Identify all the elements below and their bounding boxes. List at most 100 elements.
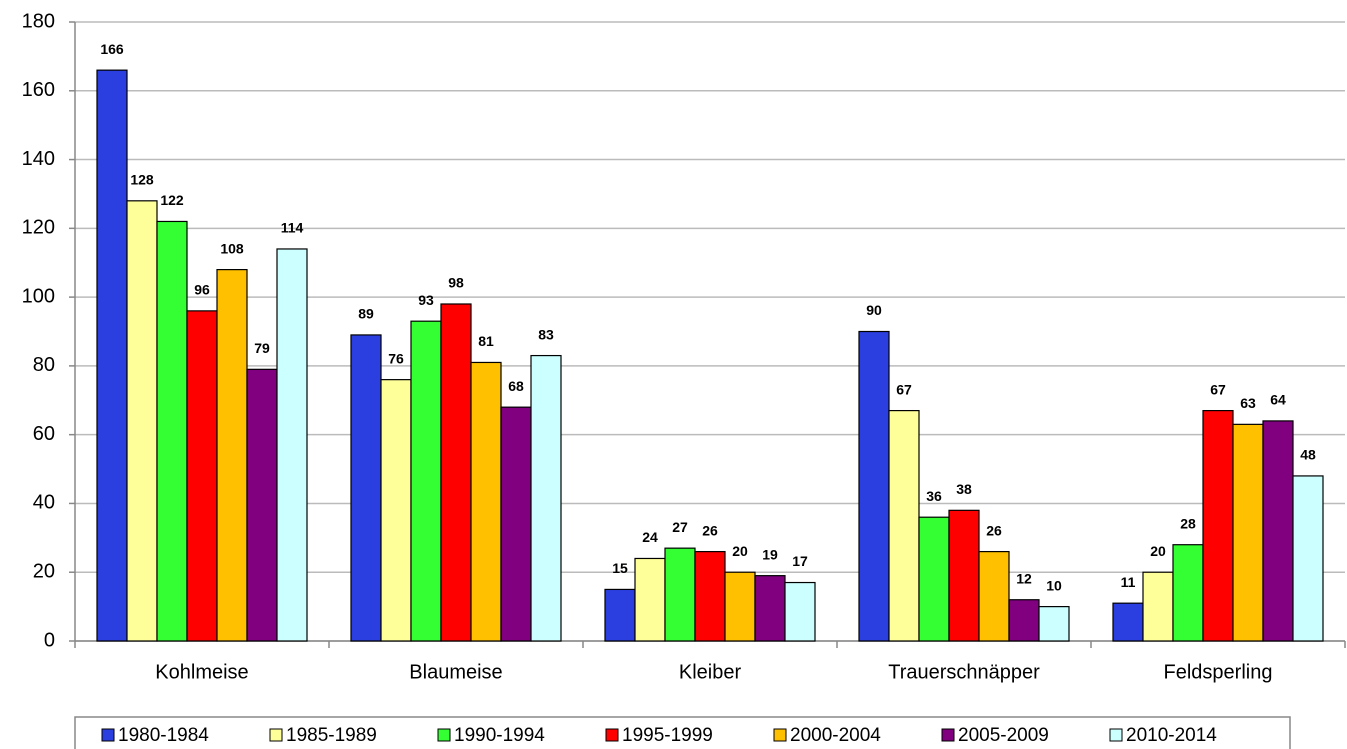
data-label: 20	[732, 543, 748, 559]
bar	[530, 354, 562, 642]
data-label: 79	[254, 340, 270, 356]
y-tick-label: 80	[33, 354, 55, 376]
bar	[350, 334, 382, 642]
bar	[126, 200, 158, 642]
legend-label: 2010-2014	[1126, 725, 1217, 746]
x-tick-label: Kohlmeise	[155, 661, 248, 683]
legend-swatch	[773, 728, 787, 742]
legend-label: 2005-2009	[958, 725, 1049, 746]
data-label: 166	[100, 41, 124, 57]
x-tick-label: Kleiber	[679, 661, 742, 683]
data-label: 15	[612, 560, 628, 576]
bar	[246, 368, 278, 642]
bar	[918, 516, 950, 642]
bar	[694, 550, 726, 642]
data-label: 114	[281, 220, 304, 236]
data-label: 24	[642, 529, 658, 545]
bar	[186, 310, 218, 642]
data-label: 12	[1016, 570, 1032, 586]
bar	[1232, 423, 1264, 642]
legend-label: 2000-2004	[790, 725, 881, 746]
bar	[440, 303, 472, 642]
y-tick-label: 40	[33, 492, 55, 514]
y-tick-label: 160	[22, 79, 55, 101]
data-label: 108	[220, 240, 244, 256]
bar	[858, 330, 890, 642]
data-label: 19	[762, 546, 778, 562]
bar	[888, 409, 920, 642]
data-label: 89	[358, 306, 374, 322]
data-label: 26	[986, 522, 1002, 538]
y-tick-label: 180	[22, 10, 55, 32]
bar	[784, 581, 816, 642]
y-tick-label: 60	[33, 423, 55, 445]
bar	[724, 571, 756, 642]
data-label: 98	[448, 275, 464, 291]
data-label: 68	[508, 378, 524, 394]
legend-label: 1995-1999	[622, 725, 713, 746]
bar	[96, 69, 128, 642]
data-label: 67	[1210, 381, 1226, 397]
data-label: 90	[866, 302, 882, 318]
bar	[1038, 606, 1070, 642]
bar	[500, 406, 532, 642]
bar	[948, 509, 980, 642]
x-tick-label: Trauerschnäpper	[888, 661, 1040, 683]
data-label: 17	[792, 553, 808, 569]
y-tick-label: 120	[22, 217, 55, 239]
legend-swatch	[1109, 728, 1123, 742]
data-label: 10	[1046, 577, 1062, 593]
data-label: 48	[1300, 447, 1316, 463]
bar	[216, 269, 248, 642]
y-tick-label: 100	[22, 285, 55, 307]
data-label: 28	[1180, 515, 1196, 531]
data-label: 67	[896, 381, 912, 397]
bar	[604, 588, 636, 642]
y-tick-label: 20	[33, 561, 55, 583]
data-label: 38	[956, 481, 972, 497]
data-label: 122	[160, 192, 184, 208]
data-label: 27	[672, 519, 688, 535]
data-label: 76	[388, 350, 404, 366]
data-label: 20	[1150, 543, 1166, 559]
data-label: 64	[1270, 392, 1286, 408]
bar	[1172, 544, 1204, 642]
legend-label: 1980-1984	[118, 725, 209, 746]
data-label: 83	[538, 326, 554, 342]
bar	[978, 550, 1010, 642]
bar	[276, 248, 308, 642]
bar	[1292, 475, 1324, 642]
data-label: 128	[130, 172, 154, 188]
data-label: 36	[926, 488, 942, 504]
legend-label: 1985-1989	[286, 725, 377, 746]
bar	[380, 379, 412, 642]
bar	[1142, 571, 1174, 642]
bar	[1202, 409, 1234, 642]
data-label: 81	[478, 333, 494, 349]
data-label: 93	[418, 292, 434, 308]
bar	[470, 361, 502, 642]
bar	[1008, 599, 1040, 642]
y-tick-label: 0	[44, 629, 55, 651]
x-tick-label: Feldsperling	[1164, 661, 1273, 683]
y-tick-label: 140	[22, 148, 55, 170]
bar	[1112, 602, 1144, 642]
legend-swatch	[941, 728, 955, 742]
data-label: 26	[702, 522, 718, 538]
data-label: 96	[194, 282, 210, 298]
data-label: 11	[1121, 574, 1136, 590]
legend-swatch	[605, 728, 619, 742]
bar	[1262, 420, 1294, 642]
bar	[156, 220, 188, 642]
legend-label: 1990-1994	[454, 725, 545, 746]
bar	[410, 320, 442, 642]
legend-swatch	[437, 728, 451, 742]
bar	[664, 547, 696, 642]
bar	[754, 575, 786, 642]
data-label: 63	[1240, 395, 1256, 411]
legend-swatch	[101, 728, 115, 742]
x-tick-label: Blaumeise	[409, 661, 502, 683]
legend-swatch	[269, 728, 283, 742]
bar	[634, 557, 666, 642]
